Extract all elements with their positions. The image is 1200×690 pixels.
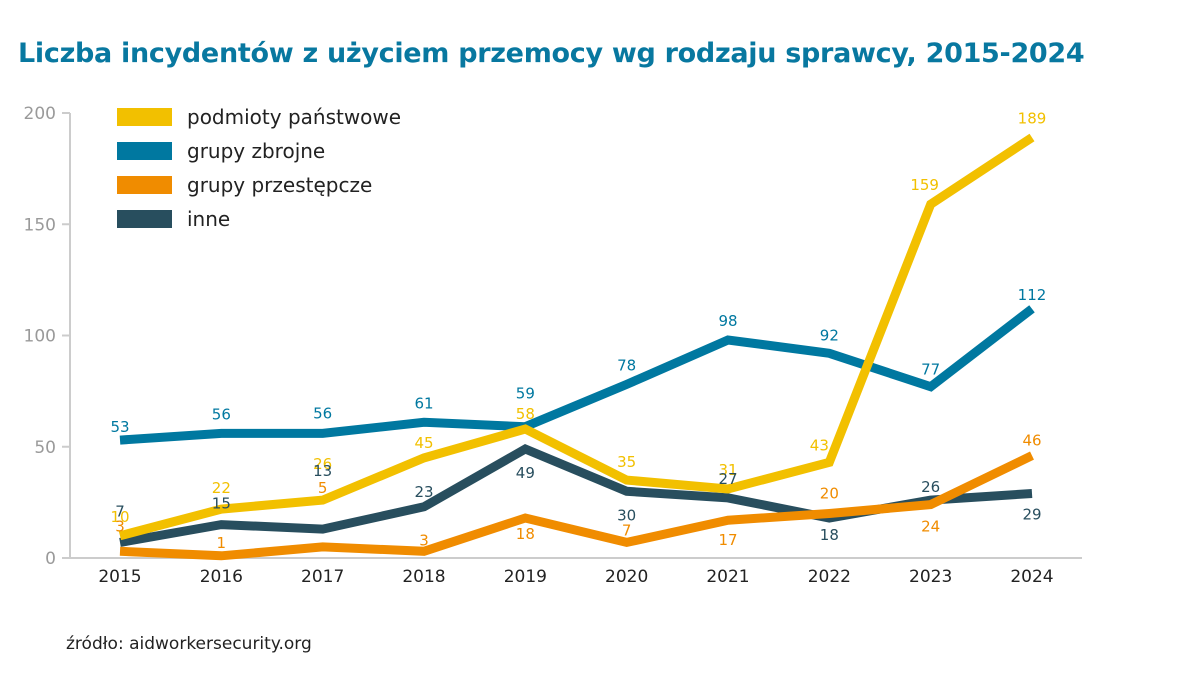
data-label: 22 bbox=[212, 479, 231, 497]
data-label: 17 bbox=[718, 531, 737, 549]
data-label: 78 bbox=[617, 356, 636, 374]
data-label: 18 bbox=[820, 526, 839, 544]
data-label: 18 bbox=[516, 525, 535, 543]
data-label: 61 bbox=[414, 394, 433, 412]
legend-swatch bbox=[117, 176, 172, 194]
data-label: 98 bbox=[718, 312, 737, 330]
y-tick-label: 100 bbox=[24, 327, 56, 347]
data-label: 35 bbox=[617, 453, 636, 471]
legend-swatch bbox=[117, 210, 172, 228]
data-label: 7 bbox=[115, 502, 125, 520]
x-tick-label: 2022 bbox=[808, 567, 851, 587]
x-tick-label: 2020 bbox=[605, 567, 648, 587]
data-label: 189 bbox=[1018, 109, 1047, 127]
y-tick-label: 0 bbox=[45, 549, 56, 569]
legend-label: podmioty państwowe bbox=[187, 105, 401, 129]
x-tick-label: 2021 bbox=[706, 567, 749, 587]
data-label: 45 bbox=[414, 434, 433, 452]
legend-label: inne bbox=[187, 207, 230, 231]
data-label: 26 bbox=[921, 478, 940, 496]
data-label: 13 bbox=[313, 462, 332, 480]
legend-swatch bbox=[117, 142, 172, 160]
y-tick-label: 50 bbox=[34, 438, 56, 458]
data-label: 58 bbox=[516, 405, 535, 423]
x-tick-label: 2023 bbox=[909, 567, 952, 587]
source-note: źródło: aidworkersecurity.org bbox=[66, 634, 312, 654]
data-label: 20 bbox=[820, 485, 839, 503]
data-label: 159 bbox=[910, 176, 939, 194]
data-label: 30 bbox=[617, 506, 636, 524]
series-line-1 bbox=[119, 305, 1035, 445]
y-tick-label: 150 bbox=[24, 215, 56, 235]
data-label: 27 bbox=[718, 470, 737, 488]
data-label: 5 bbox=[318, 479, 328, 497]
data-label: 112 bbox=[1018, 286, 1047, 304]
data-label: 24 bbox=[921, 518, 940, 536]
legend-label: grupy zbrojne bbox=[187, 139, 325, 163]
x-tick-label: 2024 bbox=[1010, 567, 1053, 587]
data-label: 46 bbox=[1022, 432, 1041, 450]
data-label: 59 bbox=[516, 385, 535, 403]
data-label: 49 bbox=[516, 464, 535, 482]
data-label: 23 bbox=[414, 483, 433, 501]
y-tick-label: 200 bbox=[24, 104, 56, 124]
chart-title: Liczba incydentów z użyciem przemocy wg … bbox=[18, 38, 1085, 69]
data-label: 7 bbox=[622, 521, 632, 539]
data-label: 26 bbox=[313, 455, 332, 473]
data-label: 3 bbox=[115, 517, 125, 535]
data-label: 56 bbox=[212, 405, 231, 423]
x-tick-label: 2019 bbox=[504, 567, 547, 587]
legend: podmioty państwowe grupy zbrojne grupy prz… bbox=[117, 105, 401, 231]
x-tick-label: 2015 bbox=[98, 567, 141, 587]
legend-label: grupy przestępcze bbox=[187, 173, 372, 197]
series-line-0 bbox=[118, 133, 1035, 541]
series-lines bbox=[118, 133, 1035, 561]
data-label: 77 bbox=[921, 361, 940, 379]
data-label: 10 bbox=[110, 508, 129, 526]
data-label: 56 bbox=[313, 404, 332, 422]
data-label: 92 bbox=[820, 326, 839, 344]
x-tick-label: 2017 bbox=[301, 567, 344, 587]
data-label: 53 bbox=[110, 418, 129, 436]
data-label: 29 bbox=[1022, 505, 1041, 523]
legend-swatch bbox=[117, 108, 172, 126]
data-label: 15 bbox=[212, 495, 231, 513]
data-label: 3 bbox=[419, 531, 429, 549]
series-line-2 bbox=[119, 451, 1034, 561]
data-label: 31 bbox=[718, 461, 737, 479]
data-label: 1 bbox=[217, 534, 227, 552]
x-tick-label: 2018 bbox=[402, 567, 445, 587]
data-label: 43 bbox=[810, 436, 829, 454]
x-tick-label: 2016 bbox=[200, 567, 243, 587]
